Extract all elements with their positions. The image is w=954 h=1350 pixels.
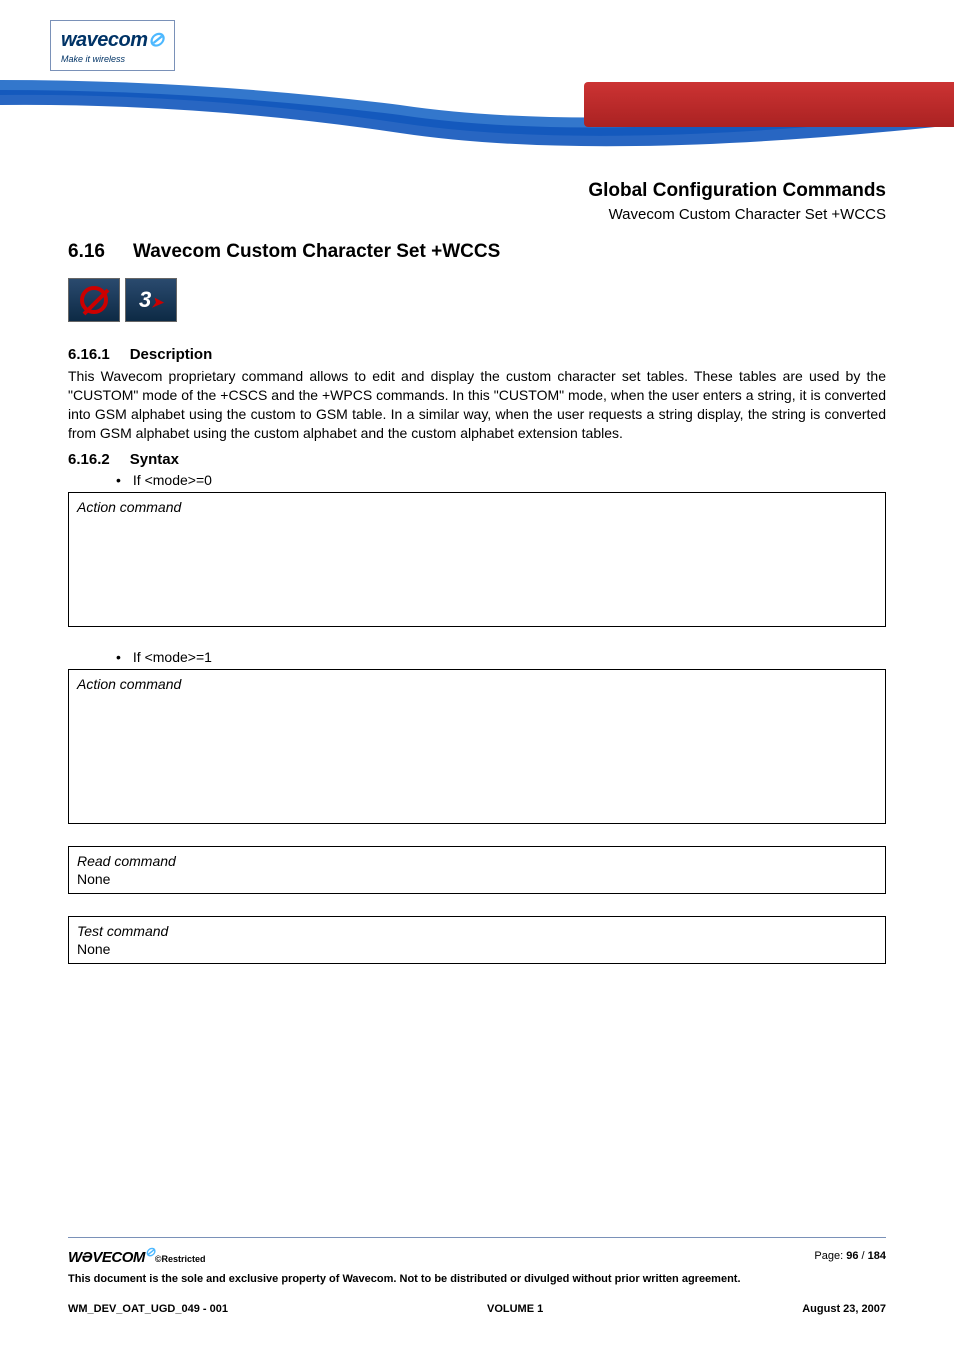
read-command-value: None <box>77 871 877 887</box>
test-command-value: None <box>77 941 877 957</box>
logo-box: wavecom⊘ Make it wireless <box>50 20 175 71</box>
page-container: wavecom⊘ Make it wireless Global Configu… <box>0 0 954 1350</box>
footer-divider <box>68 1237 886 1238</box>
arrow-icon: ➤ <box>151 294 163 310</box>
read-command-label: Read command <box>77 853 877 869</box>
footer-row-1: WƏVECOM⊘©Restricted Page: 96 / 184 <box>68 1244 886 1267</box>
footer-doc-id: WM_DEV_OAT_UGD_049 - 001 <box>68 1303 228 1315</box>
bullet-mode-1: • If <mode>=1 <box>116 649 886 665</box>
chapter-title: Global Configuration Commands <box>68 180 886 202</box>
test-command-box: Test command None <box>68 916 886 964</box>
red-bar-graphic <box>584 82 954 127</box>
read-command-box: Read command None <box>68 846 886 894</box>
footer-page-label: Page: <box>814 1250 846 1262</box>
logo-word: wavecom <box>61 29 148 51</box>
logo-text: wavecom⊘ <box>61 27 164 52</box>
footer-area: WƏVECOM⊘©Restricted Page: 96 / 184 This … <box>68 1237 886 1315</box>
footer-disclaimer: This document is the sole and exclusive … <box>68 1273 886 1285</box>
subsection-description-heading: 6.16.1 Description <box>68 346 886 363</box>
action-command-box-0: Action command <box>68 492 886 627</box>
section-title: Wavecom Custom Character Set +WCCS <box>133 241 500 262</box>
footer-date: August 23, 2007 <box>802 1303 886 1315</box>
prohibition-icon <box>80 286 108 314</box>
footer-page-info: Page: 96 / 184 <box>814 1250 886 1262</box>
bullet-text-0: If <mode>=0 <box>133 472 212 488</box>
logo-tagline: Make it wireless <box>61 54 164 64</box>
header-area: wavecom⊘ Make it wireless <box>0 0 954 170</box>
footer-row-2: WM_DEV_OAT_UGD_049 - 001 VOLUME 1 August… <box>68 1303 886 1315</box>
description-body: This Wavecom proprietary command allows … <box>68 367 886 443</box>
bullet-text-1: If <mode>=1 <box>133 649 212 665</box>
bullet-dot-icon: • <box>116 649 121 665</box>
bullet-mode-0: • If <mode>=0 <box>116 472 886 488</box>
logo-swirl-icon: ⊘ <box>148 29 164 51</box>
test-command-label: Test command <box>77 923 877 939</box>
footer-page-sep: / <box>858 1250 867 1262</box>
subsection-syntax-number: 6.16.2 <box>68 451 110 468</box>
no-sim-icon <box>68 278 120 322</box>
chapter-subtitle: Wavecom Custom Character Set +WCCS <box>68 206 886 223</box>
footer-restricted: ©Restricted <box>155 1254 206 1264</box>
subsection-desc-title: Description <box>130 346 213 363</box>
section-number: 6.16 <box>68 241 105 263</box>
subsection-syntax-heading: 6.16.2 Syntax <box>68 451 886 468</box>
footer-page-total: 184 <box>868 1250 886 1262</box>
footer-logo-group: WƏVECOM⊘©Restricted <box>68 1244 206 1267</box>
footer-logo-text: WƏVECOM⊘ <box>68 1249 155 1266</box>
footer-volume: VOLUME 1 <box>487 1303 543 1315</box>
action-command-label-0: Action command <box>77 499 877 515</box>
three-glyph: 3➤ <box>139 287 163 313</box>
icons-row: 3➤ <box>68 278 886 322</box>
subsection-syntax-title: Syntax <box>130 451 179 468</box>
bullet-dot-icon: • <box>116 472 121 488</box>
footer-page-current: 96 <box>846 1250 858 1262</box>
action-command-box-1: Action command <box>68 669 886 824</box>
action-command-label-1: Action command <box>77 676 877 692</box>
three-g-icon: 3➤ <box>125 278 177 322</box>
section-heading: 6.16 Wavecom Custom Character Set +WCCS <box>68 241 886 263</box>
subsection-desc-number: 6.16.1 <box>68 346 110 363</box>
content-area: Global Configuration Commands Wavecom Cu… <box>0 180 954 964</box>
